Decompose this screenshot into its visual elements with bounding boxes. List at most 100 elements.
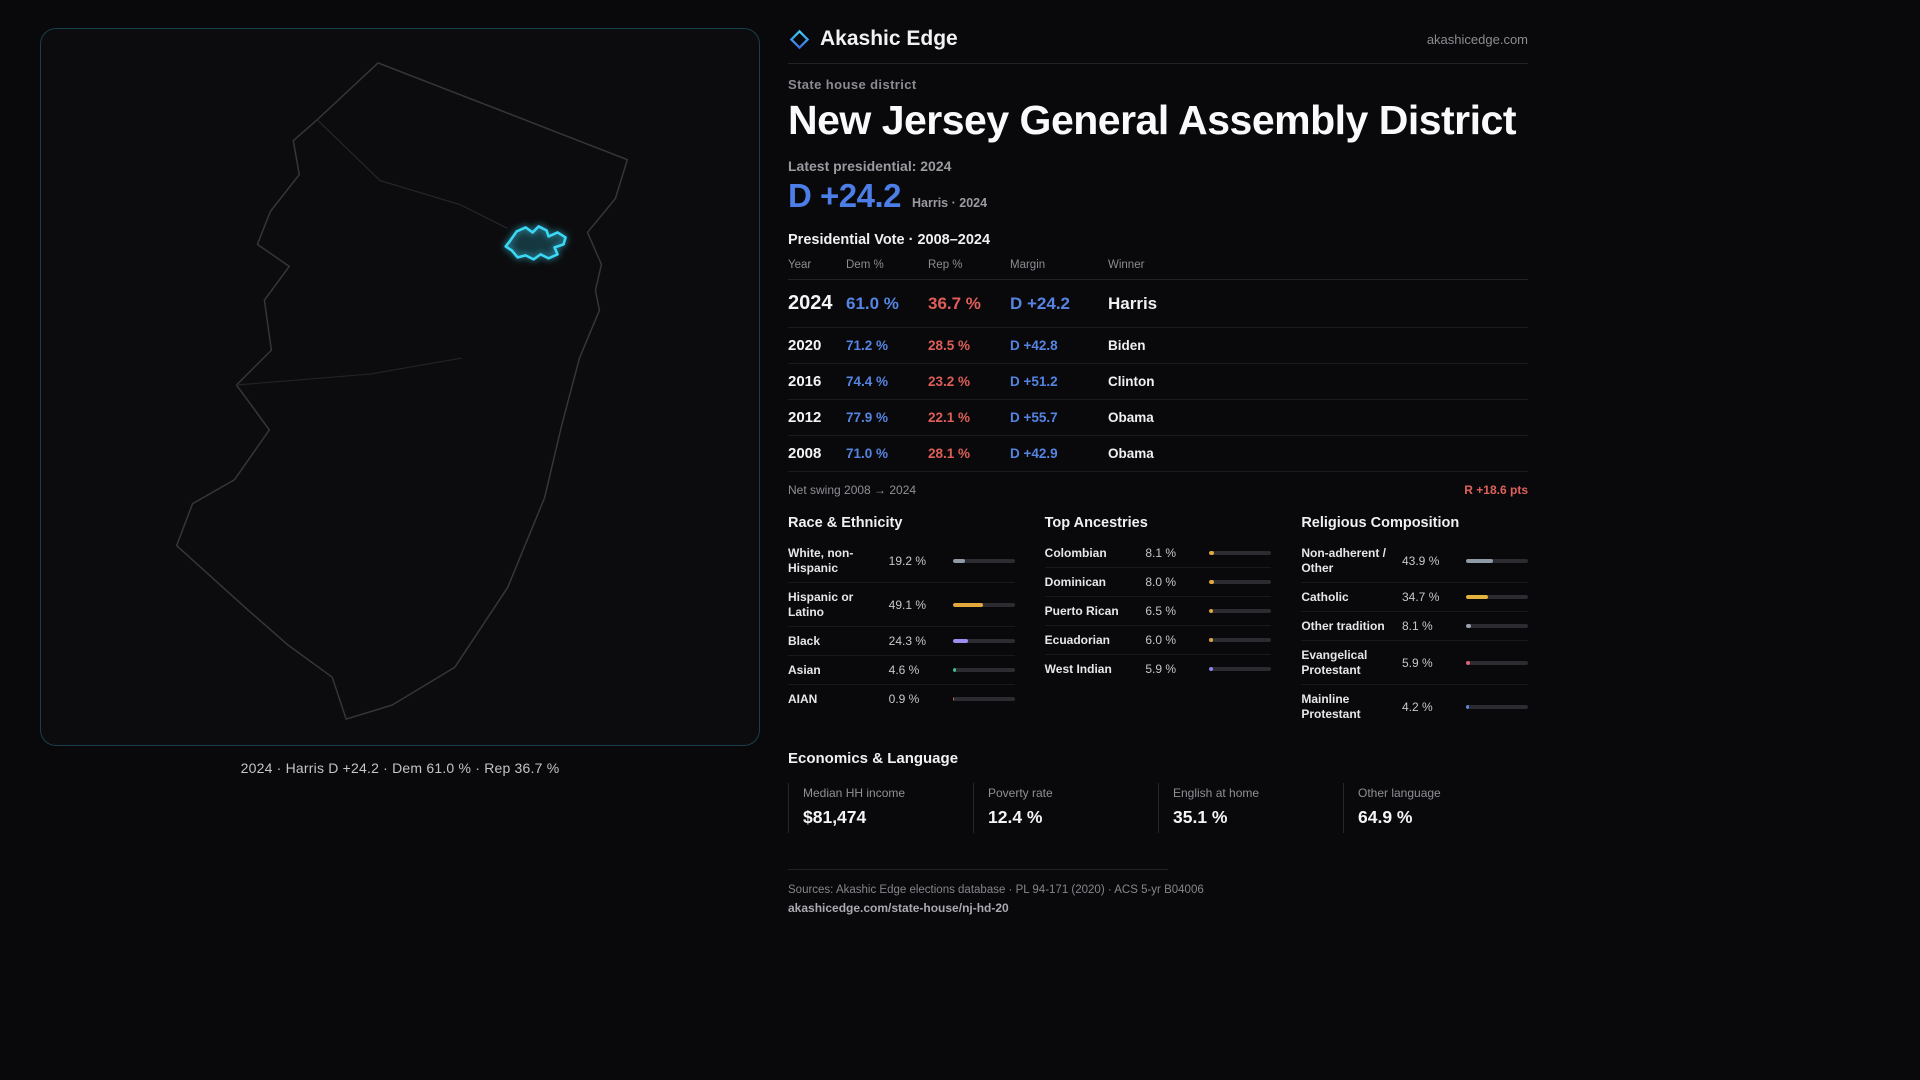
vote-cell-dem: 71.2 % [846,338,889,353]
demo-row: West Indian 5.9 % [1045,655,1272,683]
demo-value: 34.7 % [1402,590,1440,604]
demo-bar-track [1209,638,1272,642]
vote-col-header: Rep % [928,259,963,271]
demo-bar-fill [952,668,956,672]
demo-row: Mainline Protestant 4.2 % [1301,685,1528,728]
demo-bar-fill [952,639,968,643]
demo-bar-track [952,602,1015,607]
demo-bar-track [1466,704,1528,709]
vote-cell-year: 2016 [788,373,822,390]
demo-value: 0.9 % [888,692,920,706]
demo-row: Non-adherent / Other 43.9 % [1301,539,1528,583]
demo-label: Black [788,633,821,648]
demo-bar-track [952,668,1015,672]
brand-domain-link[interactable]: akashicedge.com [1426,31,1528,47]
vote-table-header: Year Dem % Rep % Margin Winner [788,259,1528,280]
demo-bar-fill [952,602,984,607]
demo-label: Other tradition [1301,618,1385,633]
stat-english-at-home: English at home 35.1 % [1158,783,1343,833]
demo-bar-fill [1209,638,1214,642]
demo-value: 4.6 % [888,663,920,677]
demo-row: Ecuadorian 6.0 % [1044,626,1272,655]
header-bar: Akashic Edge akashicedge.com [788,0,1528,51]
demo-bar-track [952,558,1015,563]
demographics: Race & Ethnicity White, non-Hispanic 19.2 … [788,507,1528,728]
demo-bar-track [1209,551,1272,555]
demo-column-title: Religious Composition [1301,515,1460,531]
stat-poverty-rate: Poverty rate 12.4 % [973,783,1158,833]
map-section: 2024 · Harris D +24.2 · Dem 61.0 % · Rep… [40,28,760,776]
permalink[interactable]: akashicedge.com/state-house/nj-hd-20 [788,901,1009,915]
vote-col-header: Dem % [846,259,884,271]
demo-row: Asian 4.6 % [788,656,1015,685]
demo-row: White, non-Hispanic 19.2 % [788,539,1015,583]
demo-bar-fill [1209,580,1215,584]
diamond-logo-icon [789,29,810,49]
vote-cell-rep: 28.1 % [928,446,971,461]
stat-label: Poverty rate [988,786,1053,800]
vote-cell-rep: 28.5 % [928,338,971,353]
brand-name: Akashic Edge [820,27,958,50]
demo-column-title: Race & Ethnicity [788,515,903,531]
vote-cell-dem: 77.9 % [846,410,889,425]
stat-value: 64.9 % [1358,807,1413,827]
vote-cell-margin: D +42.9 [1010,446,1058,461]
map-caption: 2024 · Harris D +24.2 · Dem 61.0 % · Rep… [240,760,560,776]
vote-col-header: Margin [1010,259,1046,271]
demo-bar-track [1209,609,1272,613]
highlighted-district[interactable] [504,225,567,261]
demo-bar-track [1209,667,1272,671]
latest-presidential-label: Latest presidential: 2024 [788,158,952,174]
demo-value: 8.0 % [1145,575,1177,589]
demo-label: Asian [788,662,821,677]
stat-label: English at home [1173,786,1260,800]
demo-column-title: Top Ancestries [1044,515,1148,531]
vote-cell-rep: 22.1 % [928,410,971,425]
demo-bar-track [1466,624,1528,628]
footer: Sources: Akashic Edge elections database… [788,869,1528,915]
demo-column: Race & Ethnicity White, non-Hispanic 19.2 … [788,507,1015,728]
vote-col-header: Winner [1108,259,1145,271]
demo-bar-fill [1209,551,1215,555]
demo-bar-fill [1466,660,1470,665]
vote-cell-margin: D +42.8 [1010,338,1058,353]
demo-bar-track [952,639,1015,643]
vote-row-2020: 2020 71.2 % 28.5 % D +42.8 Biden [788,328,1528,364]
demo-bar-track [952,697,1015,701]
interior-boundary [236,357,462,386]
stat-value: 35.1 % [1173,807,1228,827]
vote-row-2016: 2016 74.4 % 23.2 % D +51.2 Clinton [788,364,1528,400]
new-jersey-map-svg [175,62,629,720]
vote-cell-winner: Clinton [1108,374,1155,389]
brand: Akashic Edge [788,27,958,51]
demo-bar-fill [1466,704,1469,709]
vote-cell-winner: Obama [1108,410,1154,425]
interior-boundary [316,119,508,229]
page-title: New Jersey General Assembly District [788,97,1516,143]
demo-bar-track [1466,595,1528,599]
demo-bar-fill [1209,667,1213,671]
stat-value: $81,474 [803,807,867,827]
stat-median-hh-income: Median HH income $81,474 [788,783,973,833]
vote-cell-winner: Harris [1108,294,1158,313]
demo-row: Other tradition 8.1 % [1301,612,1528,641]
demo-value: 4.2 % [1402,699,1433,714]
vote-cell-dem: 74.4 % [846,374,889,389]
demo-bar-fill [1466,558,1494,563]
demo-row: Evangelical Protestant 5.9 % [1301,641,1528,685]
demo-value: 8.1 % [1145,546,1177,560]
district-map[interactable] [40,28,760,746]
demo-value: 43.9 % [1402,553,1440,568]
footer-divider [788,869,1168,870]
headline-margin: D +24.2 [788,177,902,214]
economics-title: Economics & Language [788,750,959,767]
demo-label: Hispanic or Latino [788,589,854,619]
vote-table-body: 2024 61.0 % 36.7 % D +24.2 Harris 2020 71.2 % 2… [788,280,1528,472]
demo-label: Puerto Rican [1044,603,1119,618]
demo-label: West Indian [1044,661,1112,676]
net-swing-value: R +18.6 pts [1464,483,1528,497]
econ-stats: Median HH income $81,474 Poverty rate 12.4 … [788,783,1528,833]
demo-bar-fill [1466,595,1488,599]
headline-sub: Harris · 2024 [912,196,988,210]
